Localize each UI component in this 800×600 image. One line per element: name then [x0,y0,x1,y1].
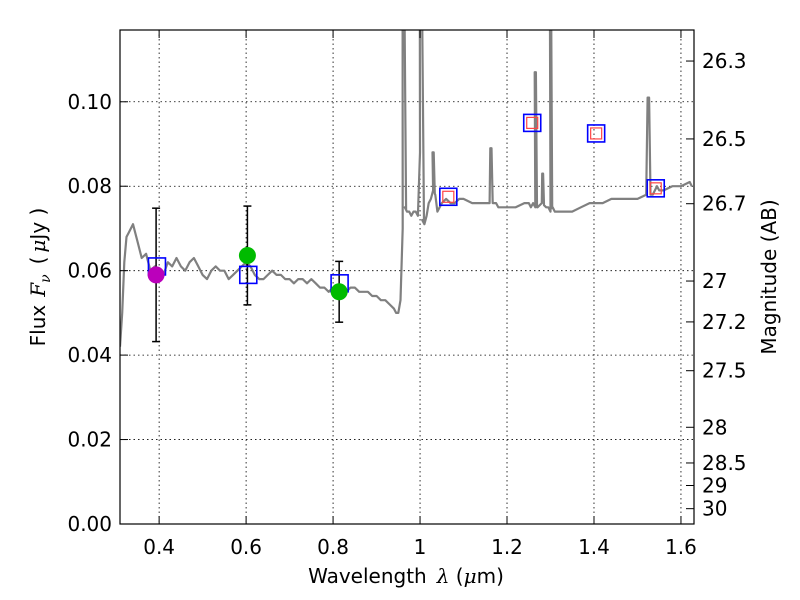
x-tick-label-3: 1 [414,535,427,559]
observed-point-F606W [238,246,256,264]
magnitude-tick-label-2: 26.7 [702,192,747,216]
x-axis-label: Wavelength λ (μm) [308,564,504,588]
x-tick-label-5: 1.4 [578,535,610,559]
y-axis-label: FluxFν(μJy ) [26,208,54,347]
model-photometry-square-1 [238,265,258,285]
magnitude-tick-label-8: 29 [702,473,727,497]
observed-photometry-points [147,246,348,301]
x-tick-label-4: 1.2 [491,535,523,559]
magnitude-tick-label-0: 26.3 [702,49,747,73]
observed-photometry-square-0 [442,190,455,203]
magnitude-tick-label-7: 28.5 [702,451,747,475]
y-tick-label-0: 0.00 [67,512,112,536]
y-tick-label-2: 0.04 [67,343,112,367]
y-tick-label-5: 0.10 [67,90,112,114]
x-tick-label-1: 0.6 [230,535,262,559]
y-tick-label-4: 0.08 [67,174,112,198]
model-photometry-square-6 [646,179,666,198]
observed-photometry-square-3 [649,182,662,195]
magnitude-tick-label-5: 27.5 [702,359,747,383]
y-axis-ticks: 0.00 0.02 0.04 0.06 0.08 0.10 [67,90,128,536]
model-spectrum-line [120,30,693,347]
magnitude-tick-label-9: 30 [702,497,727,521]
observed-point-F814W [330,283,348,301]
x-tick-label-2: 0.8 [317,535,349,559]
model-spectrum [120,30,693,347]
magnitude-axis-label: Magnitude (AB) [757,199,781,354]
observed-point-F435W [147,266,165,284]
observed-photometry-squares [442,116,662,203]
plot-frame [119,29,695,525]
y-tick-label-1: 0.02 [67,428,112,452]
model-photometry-square-5 [586,124,606,143]
model-photometry-square-4 [522,113,542,133]
x-axis-ticks: 0.4 0.6 0.8 1 1.2 1.4 1.6 [143,30,697,559]
magnitude-tick-label-1: 26.5 [702,127,747,151]
magnitude-tick-label-4: 27.2 [702,310,747,334]
observed-photometry-square-2 [590,127,603,140]
x-tick-label-6: 1.6 [665,535,697,559]
observed-photometry-square-1 [526,116,539,129]
x-tick-label-0: 0.4 [143,535,175,559]
magnitude-tick-label-3: 27 [702,269,727,293]
model-photometry-square-3 [439,187,458,207]
y-tick-label-3: 0.06 [67,259,112,283]
magnitude-tick-label-6: 28 [702,415,727,439]
